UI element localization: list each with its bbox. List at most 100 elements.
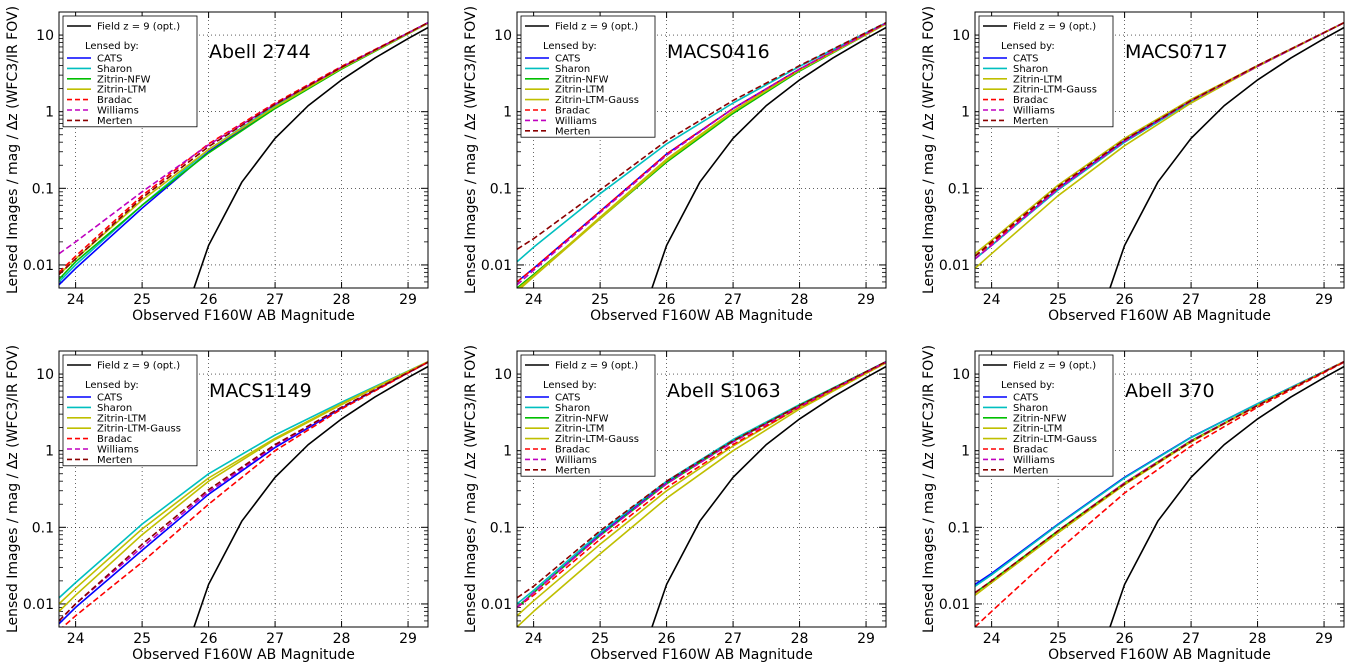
legend-label: Bradac xyxy=(555,106,590,117)
legend-label: Zitrin-LTM-Gauss xyxy=(97,424,181,435)
y-tick-label: 1 xyxy=(45,444,54,460)
y-tick-label: 0.1 xyxy=(948,520,970,536)
legend-label: Sharon xyxy=(1013,64,1048,75)
legend-label: Zitrin-NFW xyxy=(97,74,151,85)
legend-label: Zitrin-NFW xyxy=(555,74,609,85)
legend-box xyxy=(62,354,198,467)
legend-label: Zitrin-LTM xyxy=(555,85,604,96)
series-line xyxy=(59,21,428,255)
y-tick-label: 0.01 xyxy=(939,597,970,613)
legend-label: CATS xyxy=(555,54,581,65)
legend-label: Williams xyxy=(1013,455,1055,466)
y-tick-label: 10 xyxy=(952,367,970,383)
plot-frame xyxy=(516,11,887,289)
y-axis-label: Lensed Images / mag / Δz (WFC3/IR FOV) xyxy=(921,345,937,633)
y-tick-label: 0.01 xyxy=(481,597,512,613)
y-axis-label: Lensed Images / mag / Δz (WFC3/IR FOV) xyxy=(5,345,21,633)
legend-label: Zitrin-LTM xyxy=(1013,74,1062,85)
field-line xyxy=(193,26,428,288)
legend-label: Field z = 9 (opt.) xyxy=(555,361,638,372)
y-tick-label: 1 xyxy=(45,105,54,121)
x-axis-label: Observed F160W AB Magnitude xyxy=(1048,308,1271,324)
legend-label: Merten xyxy=(97,455,132,466)
chart-panel-1: 24 25 26 27 28 29 0.01 0.1 1 10 Abell 2744 Field z … xyxy=(5,6,429,324)
field-line xyxy=(1109,365,1344,627)
x-tick-label: 29 xyxy=(857,292,875,308)
legend-label: CATS xyxy=(97,54,123,65)
x-tick-label: 27 xyxy=(724,292,742,308)
x-tick-label: 26 xyxy=(658,292,676,308)
panel-title: Abell S1063 xyxy=(667,380,781,402)
plot-frame xyxy=(58,350,429,628)
series-line xyxy=(61,361,428,627)
legend-label: Field z = 9 (opt.) xyxy=(1013,361,1096,372)
legend-label: Zitrin-LTM xyxy=(97,85,146,96)
panel-title: MACS0717 xyxy=(1125,41,1228,63)
y-tick-label: 10 xyxy=(494,28,512,44)
chart-panel-6: 24 25 26 27 28 29 0.01 0.1 1 10 Abell 370 Field z =… xyxy=(921,345,1345,663)
x-tick-label: 26 xyxy=(200,292,218,308)
series-line xyxy=(59,360,428,612)
x-tick-label: 24 xyxy=(67,292,85,308)
series-line xyxy=(59,21,428,276)
chart-panel-4: 24 25 26 27 28 29 0.01 0.1 1 10 MACS1149 Field z = … xyxy=(5,345,429,663)
y-tick-label: 0.1 xyxy=(490,520,512,536)
legend-header: Lensed by: xyxy=(543,380,597,391)
chart-panel-3: 24 25 26 27 28 29 0.01 0.1 1 10 MACS0717 Field z = … xyxy=(921,6,1345,324)
legend-label: CATS xyxy=(1013,54,1039,65)
legend-label: Williams xyxy=(1013,106,1055,117)
x-tick-label: 28 xyxy=(1249,631,1267,647)
plot-frame xyxy=(516,350,887,628)
y-tick-label: 10 xyxy=(494,367,512,383)
plot-frame xyxy=(974,350,1345,628)
x-tick-label: 26 xyxy=(1116,292,1134,308)
y-tick-label: 1 xyxy=(961,105,970,121)
x-axis-label: Observed F160W AB Magnitude xyxy=(1048,647,1271,663)
y-tick-label: 0.01 xyxy=(481,258,512,274)
x-tick-label: 27 xyxy=(1182,292,1200,308)
legend-box xyxy=(978,15,1114,128)
x-tick-label: 25 xyxy=(1049,631,1067,647)
chart-panel-5: 24 25 26 27 28 29 0.01 0.1 1 10 Abell S1063 Field z… xyxy=(463,345,887,663)
series-line xyxy=(975,360,1344,587)
x-tick-label: 29 xyxy=(399,292,417,308)
legend-label: Merten xyxy=(97,116,132,127)
series-line xyxy=(975,360,1344,594)
legend-label: Bradac xyxy=(97,434,132,445)
panel-title: MACS1149 xyxy=(209,380,312,402)
plot-frame xyxy=(974,11,1345,289)
legend-label: Sharon xyxy=(1013,403,1048,414)
x-tick-label: 24 xyxy=(525,292,543,308)
x-tick-label: 25 xyxy=(133,631,151,647)
x-axis-label: Observed F160W AB Magnitude xyxy=(132,308,355,324)
legend-box xyxy=(520,15,656,138)
y-axis-label: Lensed Images / mag / Δz (WFC3/IR FOV) xyxy=(921,6,937,294)
legend-label: Sharon xyxy=(97,403,132,414)
legend-label: Bradac xyxy=(1013,445,1048,456)
series-line xyxy=(975,361,1344,627)
legend-label: Zitrin-NFW xyxy=(555,413,609,424)
legend-label: Williams xyxy=(97,106,139,117)
series-lines xyxy=(59,21,428,288)
y-tick-label: 0.1 xyxy=(490,181,512,197)
panel-title: Abell 370 xyxy=(1125,380,1215,402)
x-tick-label: 28 xyxy=(333,631,351,647)
x-tick-label: 25 xyxy=(591,292,609,308)
legend-label: Bradac xyxy=(1013,95,1048,106)
y-axis-label: Lensed Images / mag / Δz (WFC3/IR FOV) xyxy=(463,345,479,633)
legend-label: Williams xyxy=(555,116,597,127)
panel-title: MACS0416 xyxy=(667,41,770,63)
field-line xyxy=(193,365,428,627)
legend-label: Williams xyxy=(97,445,139,456)
x-axis-label: Observed F160W AB Magnitude xyxy=(132,647,355,663)
legend-label: Field z = 9 (opt.) xyxy=(97,22,180,33)
legend-label: Merten xyxy=(555,126,590,137)
legend-header: Lensed by: xyxy=(1001,380,1055,391)
y-axis-label: Lensed Images / mag / Δz (WFC3/IR FOV) xyxy=(463,6,479,294)
x-tick-label: 25 xyxy=(133,292,151,308)
legend-label: Zitrin-LTM xyxy=(555,424,604,435)
series-line xyxy=(517,22,886,286)
x-tick-label: 29 xyxy=(1315,631,1333,647)
series-line xyxy=(517,360,886,599)
panel-title: Abell 2744 xyxy=(209,41,311,63)
